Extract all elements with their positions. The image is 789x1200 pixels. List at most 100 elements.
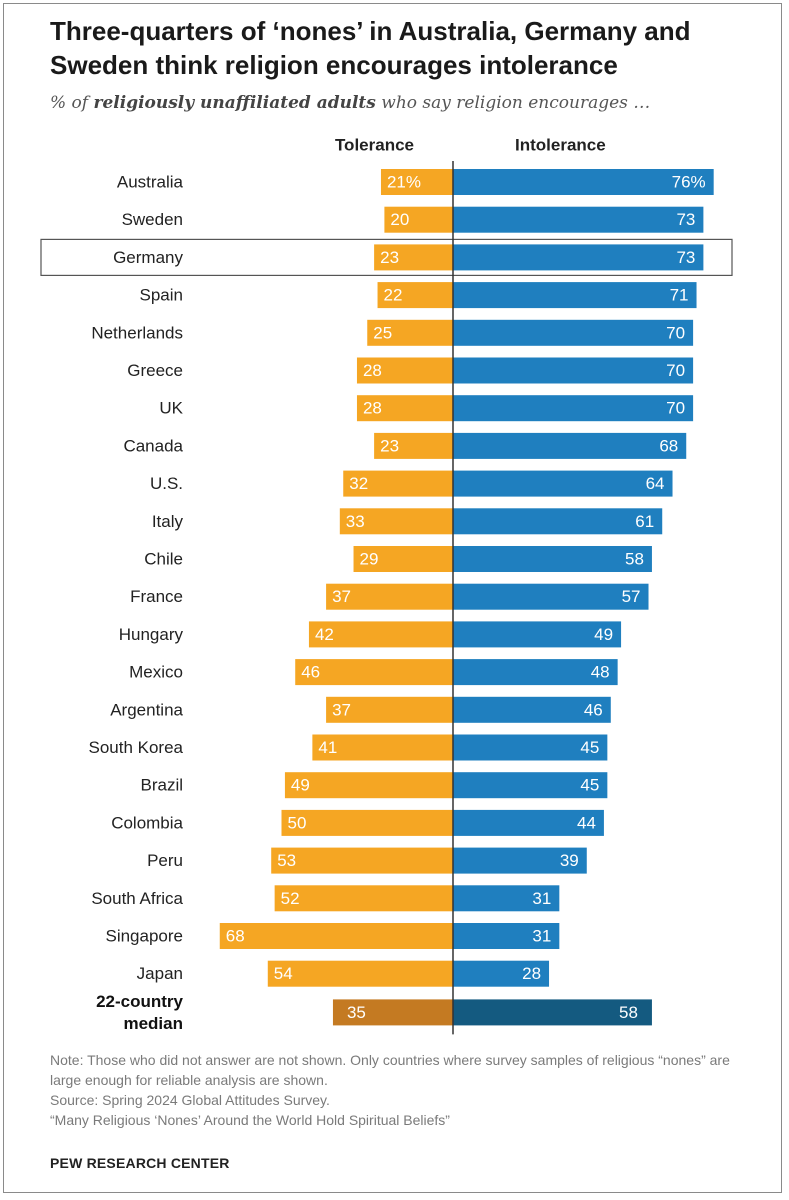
subtitle-suffix: who say religion encourages … bbox=[375, 93, 651, 113]
category-label: Italy bbox=[152, 512, 184, 531]
category-label: Singapore bbox=[105, 927, 183, 946]
bar-tolerance bbox=[377, 282, 453, 309]
bar-intolerance bbox=[453, 583, 649, 610]
category-label: Australia bbox=[117, 173, 184, 192]
data-label-tolerance: 33 bbox=[346, 512, 365, 531]
bar-intolerance bbox=[453, 470, 673, 497]
chart-notes: Note: Those who did not answer are not s… bbox=[50, 1050, 750, 1130]
category-label: Japan bbox=[137, 964, 183, 983]
category-label: Spain bbox=[140, 286, 183, 305]
subtitle-emphasis: religiously unaffiliated adults bbox=[93, 93, 376, 113]
data-label-median-tolerance: 35 bbox=[347, 1003, 366, 1022]
data-label-intolerance: 31 bbox=[532, 927, 551, 946]
bar-tolerance bbox=[219, 923, 453, 949]
bar-intolerance bbox=[453, 923, 560, 949]
data-label-intolerance: 48 bbox=[591, 663, 610, 682]
category-label: Sweden bbox=[122, 210, 183, 229]
data-label-median-intolerance: 58 bbox=[619, 1003, 638, 1022]
bar-tolerance bbox=[384, 206, 453, 233]
bar-intolerance bbox=[453, 546, 652, 572]
data-label-tolerance: 28 bbox=[363, 361, 382, 380]
category-label: U.S. bbox=[150, 474, 183, 493]
chart-subtitle: % of religiously unaffiliated adults who… bbox=[50, 93, 750, 113]
bar-intolerance bbox=[453, 696, 611, 723]
category-label: UK bbox=[159, 399, 183, 418]
category-label: Canada bbox=[123, 436, 183, 455]
data-label-intolerance: 71 bbox=[670, 286, 689, 305]
data-label-tolerance: 20 bbox=[390, 210, 409, 229]
bar-tolerance bbox=[308, 621, 453, 648]
bar-tolerance bbox=[274, 885, 453, 912]
bar-intolerance bbox=[453, 772, 608, 799]
data-label-intolerance: 61 bbox=[635, 512, 654, 531]
data-label-intolerance: 46 bbox=[584, 700, 603, 719]
bar-median-tolerance bbox=[332, 999, 453, 1026]
data-label-tolerance: 49 bbox=[291, 776, 310, 795]
brand-logo-text: PEW RESEARCH CENTER bbox=[50, 1155, 230, 1171]
bar-tolerance bbox=[353, 546, 453, 572]
data-label-tolerance: 52 bbox=[281, 889, 300, 908]
highlight-box bbox=[40, 238, 733, 277]
data-label-tolerance: 68 bbox=[226, 927, 245, 946]
bar-tolerance bbox=[284, 772, 453, 799]
data-label-intolerance: 39 bbox=[560, 851, 579, 870]
category-label: South Korea bbox=[88, 738, 183, 757]
data-label-intolerance: 45 bbox=[580, 738, 599, 757]
category-label: France bbox=[130, 587, 183, 606]
header-intolerance: Intolerance bbox=[515, 136, 606, 155]
data-label-intolerance: 68 bbox=[659, 436, 678, 455]
category-label: Chile bbox=[144, 550, 183, 569]
bar-intolerance bbox=[453, 508, 663, 535]
data-label-tolerance: 28 bbox=[363, 399, 382, 418]
data-label-intolerance: 45 bbox=[580, 776, 599, 795]
bar-tolerance bbox=[356, 357, 453, 384]
data-label-intolerance: 31 bbox=[532, 889, 551, 908]
data-label-tolerance: 25 bbox=[373, 323, 392, 342]
bar-tolerance bbox=[267, 960, 453, 987]
data-label-tolerance: 21% bbox=[387, 173, 421, 192]
bar-intolerance bbox=[453, 244, 704, 271]
bar-intolerance bbox=[453, 885, 560, 912]
bar-intolerance bbox=[453, 206, 704, 233]
bar-median-intolerance bbox=[453, 999, 652, 1026]
bar-intolerance bbox=[453, 395, 694, 422]
data-label-tolerance: 32 bbox=[349, 474, 368, 493]
data-label-tolerance: 23 bbox=[380, 436, 399, 455]
source-text: Source: Spring 2024 Global Attitudes Sur… bbox=[50, 1092, 330, 1108]
diverging-bar-chart: Tolerance Intolerance Australia 21% 76% Swede… bbox=[40, 136, 733, 1035]
bar-intolerance bbox=[453, 621, 622, 648]
data-label-intolerance: 73 bbox=[676, 210, 695, 229]
data-label-intolerance: 76% bbox=[672, 173, 706, 192]
bar-intolerance bbox=[453, 319, 694, 346]
data-label-tolerance: 37 bbox=[332, 700, 351, 719]
data-label-tolerance: 29 bbox=[360, 550, 379, 569]
data-label-intolerance: 44 bbox=[577, 813, 596, 832]
data-label-intolerance: 49 bbox=[594, 625, 613, 644]
data-label-tolerance: 41 bbox=[318, 738, 337, 757]
data-label-tolerance: 37 bbox=[332, 587, 351, 606]
category-label: Hungary bbox=[119, 625, 184, 644]
bar-tolerance bbox=[356, 395, 453, 422]
bar-tolerance bbox=[326, 696, 453, 723]
bar-intolerance bbox=[453, 734, 608, 761]
category-label: Greece bbox=[127, 361, 183, 380]
note-text: Note: Those who did not answer are not s… bbox=[50, 1052, 730, 1088]
data-label-intolerance: 70 bbox=[666, 323, 685, 342]
data-label-tolerance: 42 bbox=[315, 625, 334, 644]
data-label-intolerance: 70 bbox=[666, 399, 685, 418]
category-label: Mexico bbox=[129, 663, 183, 682]
header-tolerance: Tolerance bbox=[335, 136, 414, 155]
data-label-tolerance: 53 bbox=[277, 851, 296, 870]
bar-intolerance bbox=[453, 847, 587, 874]
bar-intolerance bbox=[453, 659, 618, 686]
bar-tolerance bbox=[380, 169, 453, 195]
data-label-intolerance: 57 bbox=[622, 587, 641, 606]
category-label: Germany bbox=[113, 248, 183, 267]
category-label: Netherlands bbox=[91, 323, 183, 342]
data-label-intolerance: 64 bbox=[646, 474, 665, 493]
median-label-line2: median bbox=[123, 1014, 183, 1033]
data-label-tolerance: 46 bbox=[301, 663, 320, 682]
bar-intolerance bbox=[453, 432, 687, 459]
bar-intolerance bbox=[453, 960, 550, 987]
data-label-tolerance: 50 bbox=[288, 813, 307, 832]
